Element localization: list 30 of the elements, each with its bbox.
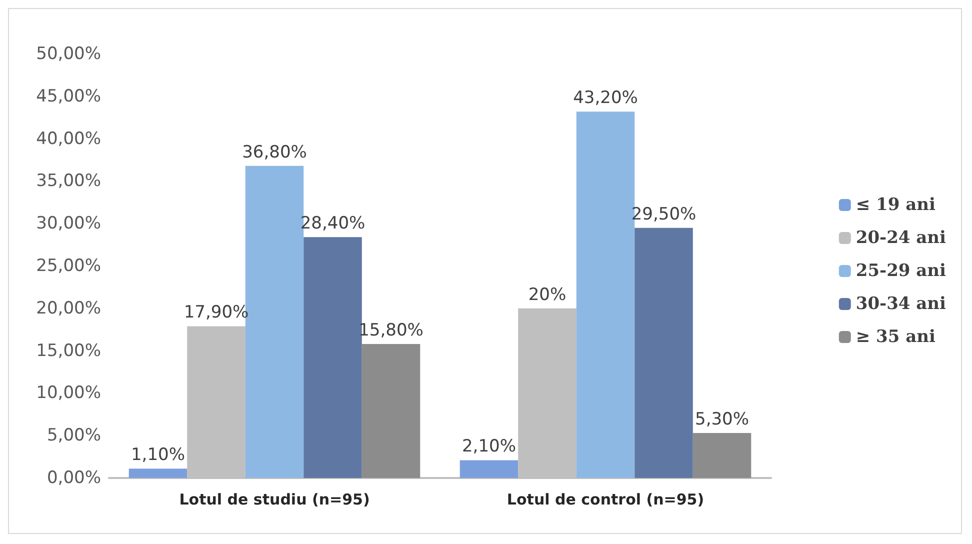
x-tick-label: Lotul de control (n=95): [506, 490, 704, 508]
y-tick-label: 5,00%: [46, 426, 101, 446]
y-tick-label: 15,00%: [36, 340, 101, 361]
y-tick-label: 35,00%: [36, 171, 101, 192]
y-tick-label: 50,00%: [36, 44, 101, 64]
bar: [634, 228, 693, 478]
legend-label: 25-29 ani: [856, 261, 947, 281]
data-label: 1,10%: [130, 445, 185, 466]
data-label: 2,10%: [462, 436, 516, 457]
data-label: 20%: [528, 284, 566, 305]
data-label: 5,30%: [695, 410, 750, 430]
bar: [692, 433, 752, 478]
bar: [128, 468, 188, 478]
y-tick-label: 20,00%: [36, 298, 101, 318]
legend-label: ≥ 35 ani: [856, 327, 936, 347]
legend-label: 30-34 ani: [856, 294, 947, 314]
y-tick-label: 10,00%: [36, 383, 101, 404]
y-tick-label: 40,00%: [36, 128, 101, 149]
y-tick-label: 25,00%: [36, 256, 101, 276]
y-tick-label: 0,00%: [46, 468, 101, 488]
legend-label: ≤ 19 ani: [856, 195, 936, 215]
x-tick-label: Lotul de studiu (n=95): [179, 490, 370, 508]
bar: [304, 237, 362, 478]
data-label: 36,80%: [242, 142, 307, 162]
bar: [362, 344, 420, 478]
data-label: 43,20%: [573, 88, 638, 108]
legend-label: 20-24 ani: [856, 228, 947, 248]
y-tick-label: 45,00%: [36, 86, 101, 106]
bar: [460, 460, 518, 478]
y-tick-label: 30,00%: [36, 214, 101, 234]
